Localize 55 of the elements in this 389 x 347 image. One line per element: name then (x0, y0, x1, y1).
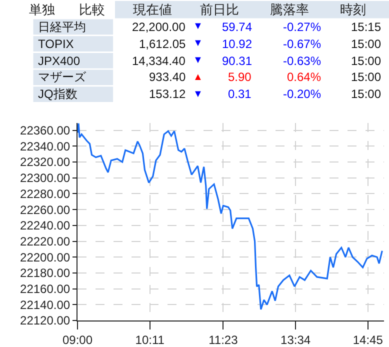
y-tick-label: 22200.00 (20, 250, 70, 264)
text: ▲ (193, 72, 203, 83)
text: ▼ (193, 89, 203, 100)
text: マザーズ (38, 70, 87, 84)
text: 比較 (79, 2, 105, 17)
text: ▼ (193, 38, 203, 49)
text: 前日比 (200, 2, 239, 17)
text: 5.90 (228, 70, 252, 84)
text: 0.31 (228, 87, 252, 101)
text: -0.20% (283, 87, 322, 101)
text: 933.40 (149, 70, 186, 84)
y-tick-label: 22320.00 (20, 155, 70, 170)
y-tick-label: 22360.00 (20, 124, 70, 138)
y-tick-label: 22120.00 (20, 314, 70, 328)
y-tick-label: 22240.00 (20, 218, 70, 233)
y-tick-label: 22180.00 (20, 266, 70, 280)
text: -0.27% (283, 20, 322, 34)
text: 15:15 (351, 20, 382, 34)
x-tick-label: 14:45 (352, 332, 384, 347)
x-tick-label: 09:00 (62, 332, 93, 347)
y-tick-label: 22160.00 (20, 282, 70, 296)
x-tick-label: 13:34 (280, 332, 311, 347)
text: TOPIX (38, 37, 74, 51)
text: 単独 (29, 2, 55, 17)
text: 時刻 (340, 2, 366, 17)
text: 14,334.40 (132, 54, 186, 68)
text: 日経平均 (38, 20, 86, 34)
x-tick-label: 10:11 (135, 332, 165, 347)
text: -0.63% (283, 54, 322, 68)
y-tick-label: 22220.00 (20, 234, 70, 248)
text: JQ指数 (38, 87, 78, 101)
text: 153.12 (149, 87, 186, 101)
text: 騰落率 (270, 2, 309, 17)
text: 59.74 (222, 20, 252, 34)
x-tick-label: 11:23 (208, 332, 238, 347)
y-tick-label: 22300.00 (20, 171, 70, 186)
text: 15:00 (351, 37, 382, 51)
text: 現在値 (133, 2, 172, 17)
y-tick-label: 22260.00 (20, 202, 70, 217)
text: 1,612.05 (139, 37, 186, 51)
text: 15:00 (351, 54, 382, 68)
y-tick-label: 22280.00 (20, 186, 70, 201)
text: 15:00 (351, 87, 382, 101)
y-tick-label: 22140.00 (20, 298, 70, 312)
text: ▼ (193, 55, 203, 66)
y-tick-label: 22340.00 (20, 139, 70, 154)
text: 22,200.00 (132, 20, 186, 34)
text: -0.67% (283, 37, 322, 51)
text: 10.92 (222, 37, 252, 51)
text: 0.64% (287, 70, 322, 84)
text: JPX400 (38, 54, 80, 68)
text: 90.31 (222, 54, 252, 68)
line-series (77, 123, 383, 310)
text: ▼ (193, 21, 203, 32)
text: 15:00 (351, 70, 382, 84)
